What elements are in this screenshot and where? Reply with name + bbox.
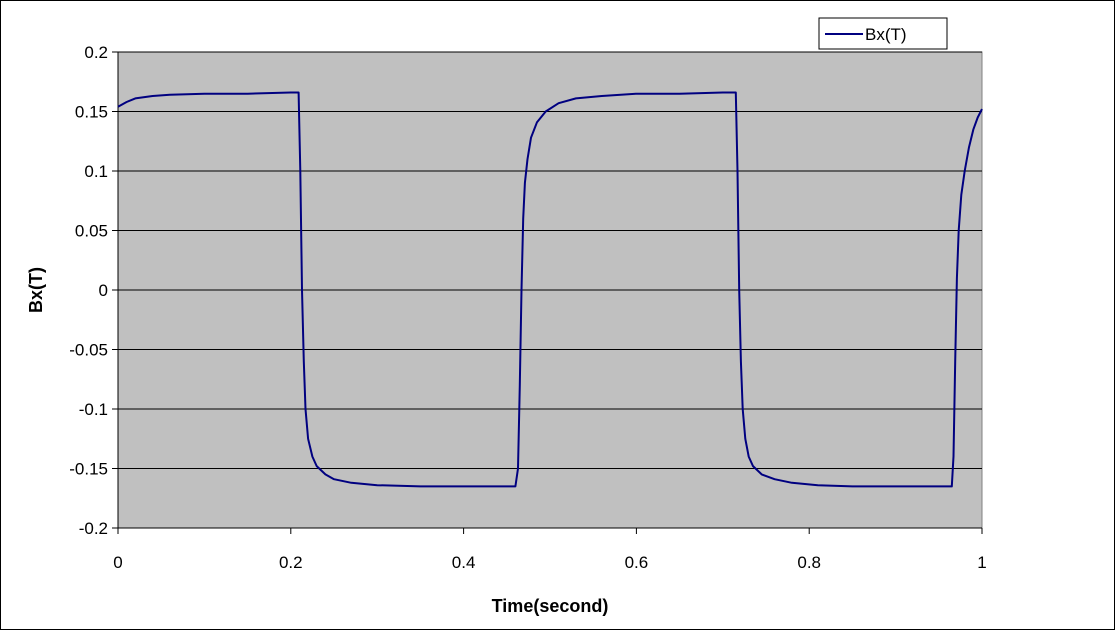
y-tick-label: 0.1 <box>84 162 108 181</box>
y-tick-labels: 0.2 0.15 0.1 0.05 0 -0.05 -0.1 -0.15 -0.2 <box>69 43 108 538</box>
y-tick-label: 0.2 <box>84 43 108 62</box>
x-tick-label: 0 <box>113 553 122 572</box>
x-tick-labels: 0 0.2 0.4 0.6 0.8 1 <box>113 553 986 572</box>
y-tick-label: -0.05 <box>69 341 108 360</box>
series-layer <box>117 91 983 488</box>
x-tick-label: 1 <box>977 553 986 572</box>
y-axis-title: Bx(T) <box>26 267 46 313</box>
y-tick-label: 0.05 <box>75 222 108 241</box>
x-tick-label: 0.8 <box>797 553 821 572</box>
y-tick-label: 0.15 <box>75 103 108 122</box>
series-line <box>117 91 983 488</box>
y-tick-label: -0.2 <box>79 519 108 538</box>
x-tick-label: 0.6 <box>625 553 649 572</box>
y-tick-label: 0 <box>99 281 108 300</box>
y-tick-label: -0.15 <box>69 460 108 479</box>
y-tick-label: -0.1 <box>79 400 108 419</box>
legend-entry-label: Bx(T) <box>865 25 907 44</box>
x-tick-label: 0.2 <box>279 553 303 572</box>
x-axis-title: Time(second) <box>492 596 609 616</box>
x-tick-label: 0.4 <box>452 553 476 572</box>
axes <box>112 51 983 534</box>
legend: Bx(T) <box>818 17 948 50</box>
